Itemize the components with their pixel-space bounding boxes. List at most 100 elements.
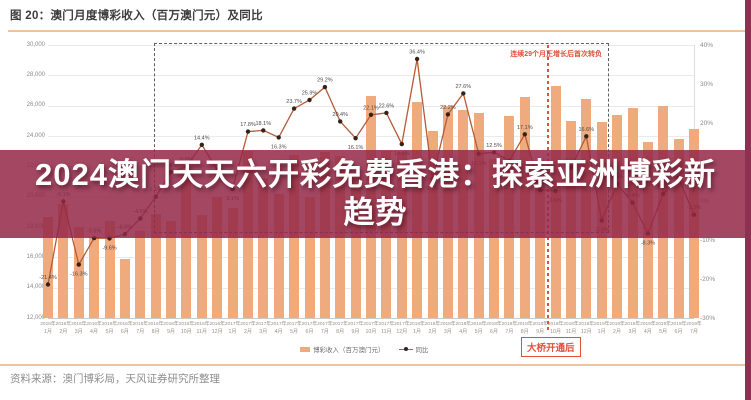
yoy-value-label: 36.4% bbox=[409, 50, 425, 56]
x-tick-year: 2018年 bbox=[517, 322, 533, 327]
x-tick-year: 2017年 bbox=[332, 322, 348, 327]
revenue-bar bbox=[489, 158, 499, 318]
x-tick-month: 3月 bbox=[628, 328, 637, 335]
x-tick-month: 11月 bbox=[196, 328, 208, 335]
x-tick-month: 1月 bbox=[597, 328, 606, 335]
x-tick-year: 2016年 bbox=[55, 322, 72, 327]
x-tick-year: 2016年 bbox=[178, 322, 195, 327]
legend: 博彩收入（百万澳门元） 同比 bbox=[300, 344, 429, 354]
x-tick-month: 4月 bbox=[459, 328, 468, 335]
revenue-bar bbox=[273, 194, 284, 318]
yoy-marker bbox=[584, 134, 589, 139]
x-tick-month: 7月 bbox=[689, 328, 699, 335]
x-tick-month: 12月 bbox=[211, 328, 223, 335]
yoy-marker bbox=[414, 56, 420, 62]
yoy-value-label: -9.6% bbox=[102, 245, 116, 251]
yoy-value-label: -8.3% bbox=[641, 240, 655, 246]
x-tick-month: 11月 bbox=[565, 328, 577, 335]
x-tick-month: 7月 bbox=[320, 328, 329, 335]
x-tick-year: 2019年 bbox=[624, 322, 641, 327]
x-tick-month: 7月 bbox=[136, 328, 145, 335]
revenue-bar bbox=[350, 175, 361, 318]
yoy-marker bbox=[368, 112, 374, 118]
x-tick-month: 5月 bbox=[290, 328, 299, 335]
yoy-marker bbox=[245, 129, 251, 134]
yoy-value-label: 14.4% bbox=[194, 135, 210, 141]
yoy-marker bbox=[445, 112, 451, 117]
yoy-marker bbox=[338, 119, 343, 124]
yoy-value-label: 25.9% bbox=[302, 91, 318, 97]
x-axis-line bbox=[48, 318, 694, 319]
x-tick-month: 12月 bbox=[580, 328, 592, 335]
x-tick-month: 8月 bbox=[520, 328, 529, 335]
x-tick-month: 5月 bbox=[659, 328, 668, 335]
source-note: 资料来源：澳门博彩局，天风证券研究所整理 bbox=[10, 373, 220, 385]
y-axis-label-left: 26,000 bbox=[26, 102, 45, 109]
x-tick-month: 2月 bbox=[243, 328, 253, 335]
x-tick-year: 2018年 bbox=[409, 322, 425, 327]
yoy-value-label: 27.6% bbox=[455, 84, 471, 90]
y-axis-label-left: 12,000 bbox=[26, 314, 45, 321]
overlay-banner: 2024澳门天天六开彩免费香港：探索亚洲博彩新 趋势 bbox=[0, 150, 751, 238]
x-tick-year: 2019年 bbox=[593, 322, 610, 327]
x-tick-year: 2017年 bbox=[286, 322, 302, 327]
banner-line2: 趋势 bbox=[343, 195, 408, 230]
revenue-bar bbox=[304, 196, 315, 318]
y-axis-label-right: 30% bbox=[700, 80, 714, 88]
x-tick-year: 2017年 bbox=[378, 322, 395, 327]
x-tick-year: 2016年 bbox=[163, 322, 179, 327]
x-tick-year: 2018年 bbox=[486, 322, 502, 327]
grid-line bbox=[48, 45, 694, 46]
revenue-bar bbox=[58, 204, 69, 318]
x-tick-year: 2018年 bbox=[470, 322, 487, 327]
x-tick-month: 1月 bbox=[43, 328, 53, 335]
yoy-value-label: 16.3% bbox=[271, 144, 287, 150]
revenue-bar bbox=[73, 227, 84, 318]
y-axis-label-right: -10% bbox=[700, 236, 716, 244]
x-tick-month: 2月 bbox=[59, 328, 68, 335]
x-tick-month: 9月 bbox=[351, 328, 360, 335]
x-tick-month: 3月 bbox=[74, 328, 83, 335]
yoy-value-label: 20.4% bbox=[332, 112, 348, 118]
line-marker-swatch-icon bbox=[398, 347, 413, 352]
x-tick-year: 2016年 bbox=[209, 322, 225, 327]
yoy-marker bbox=[45, 282, 51, 287]
right-edge-strip bbox=[745, 0, 751, 400]
yoy-marker bbox=[261, 128, 266, 133]
yoy-value-label: 22.2% bbox=[440, 105, 456, 111]
x-tick-year: 2016年 bbox=[86, 322, 102, 327]
x-tick-month: 8月 bbox=[151, 328, 160, 335]
yoy-value-label: 17.1% bbox=[517, 125, 533, 131]
revenue-bar bbox=[150, 214, 161, 318]
revenue-bar bbox=[196, 215, 207, 318]
yoy-marker bbox=[199, 142, 204, 147]
x-tick-month: 10月 bbox=[365, 328, 377, 335]
x-tick-year: 2016年 bbox=[194, 322, 210, 327]
x-tick-year: 2019年 bbox=[655, 322, 671, 327]
y-axis-label-left: 24,000 bbox=[26, 132, 45, 139]
growth-streak-note: 连续29个月正增长后首次转负 bbox=[510, 51, 602, 58]
yoy-value-label: 16.1% bbox=[348, 145, 364, 151]
title-divider bbox=[8, 30, 745, 32]
x-tick-year: 2017年 bbox=[317, 322, 333, 327]
y-axis-label-right: -30% bbox=[700, 314, 716, 322]
x-tick-year: 2016年 bbox=[117, 322, 133, 327]
yoy-marker bbox=[384, 110, 389, 116]
revenue-bar bbox=[119, 259, 130, 318]
yoy-marker bbox=[461, 91, 466, 96]
y-axis-label-right: -20% bbox=[700, 275, 716, 283]
x-tick-month: 9月 bbox=[536, 328, 545, 335]
revenue-bar bbox=[227, 208, 238, 318]
x-tick-year: 2016年 bbox=[71, 322, 87, 327]
x-tick-month: 10月 bbox=[180, 328, 192, 335]
x-tick-month: 4月 bbox=[643, 328, 652, 335]
yoy-marker bbox=[76, 262, 82, 267]
yoy-value-label: 18.1% bbox=[255, 121, 271, 127]
x-tick-year: 2016年 bbox=[40, 322, 56, 327]
yoy-marker bbox=[307, 97, 312, 103]
x-tick-year: 2017年 bbox=[240, 322, 256, 327]
revenue-bar bbox=[43, 216, 53, 318]
revenue-bar bbox=[535, 167, 546, 318]
yoy-marker bbox=[399, 141, 404, 147]
